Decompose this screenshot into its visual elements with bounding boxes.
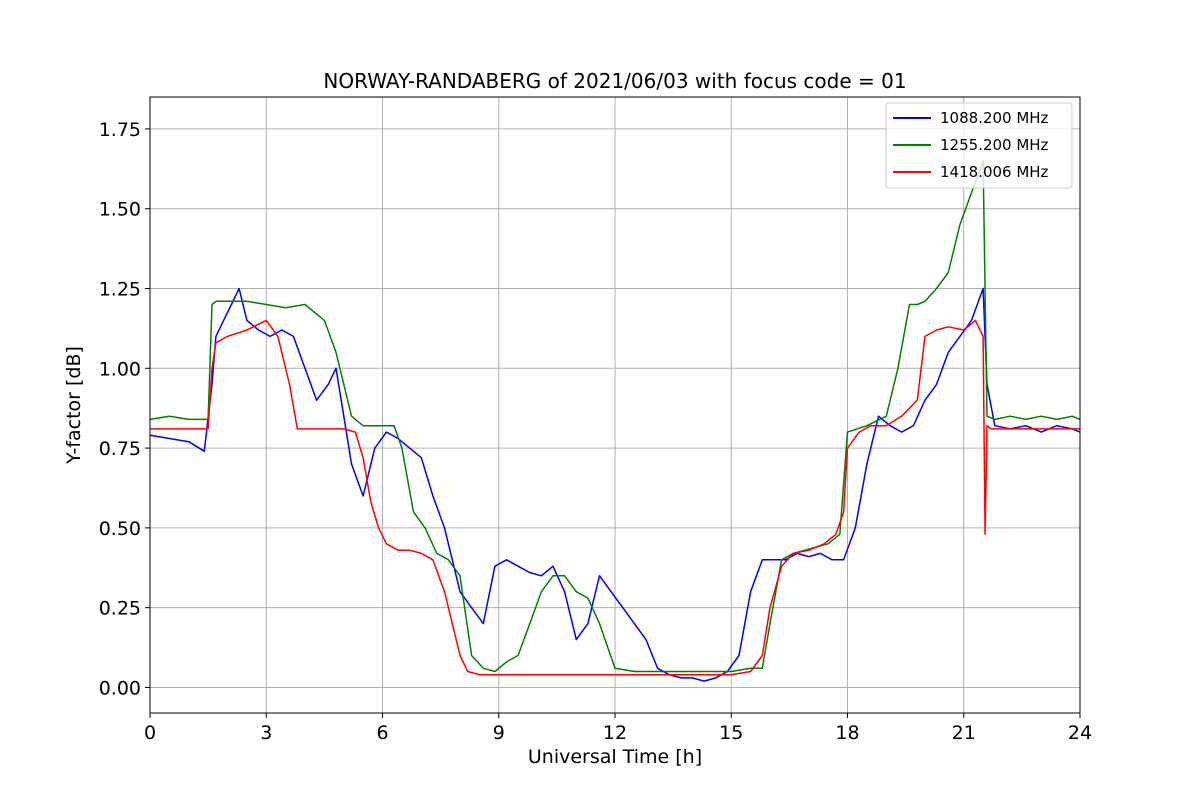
y-tick-label: 1.25 xyxy=(99,279,141,301)
x-tick-label: 0 xyxy=(144,722,156,744)
chart-title: NORWAY-RANDABERG of 2021/06/03 with focu… xyxy=(323,69,906,93)
y-tick-label: 1.00 xyxy=(99,358,141,380)
series-layer xyxy=(149,160,1081,682)
x-tick-label: 24 xyxy=(1068,722,1092,744)
y-tick-label: 1.50 xyxy=(99,199,141,221)
x-tick-label: 12 xyxy=(603,722,627,744)
x-tick-label: 3 xyxy=(260,722,272,744)
x-tick-label: 18 xyxy=(835,722,859,744)
x-tick-label: 15 xyxy=(719,722,743,744)
legend-label: 1418.006 MHz xyxy=(940,163,1049,181)
legend-label: 1088.200 MHz xyxy=(940,109,1049,127)
x-tick-label: 6 xyxy=(376,722,388,744)
series-line-3 xyxy=(150,319,1080,676)
x-axis-label: Universal Time [h] xyxy=(528,746,702,768)
legend-label: 1255.200 MHz xyxy=(940,136,1049,154)
series-line-1 xyxy=(149,287,1081,682)
y-tick-label: 1.75 xyxy=(99,119,141,141)
legend: 1088.200 MHz 1255.200 MHz 1418.006 MHz xyxy=(885,102,1073,189)
x-tick-label: 21 xyxy=(952,722,976,744)
y-tick-label: 0.00 xyxy=(99,677,141,699)
axis-ticks: 0 3 6 9 12 15 18 21 24 0.00 0.25 0.50 0.75 1.00 1.25 1.… xyxy=(99,119,1092,744)
x-tick-label: 9 xyxy=(493,722,505,744)
y-tick-label: 0.50 xyxy=(99,518,141,540)
legend-box xyxy=(885,102,1073,189)
y-tick-label: 0.25 xyxy=(99,598,141,620)
y-tick-label: 0.75 xyxy=(99,438,141,460)
series-line-2 xyxy=(149,160,1081,673)
y-axis-label: Y-factor [dB] xyxy=(63,346,85,465)
